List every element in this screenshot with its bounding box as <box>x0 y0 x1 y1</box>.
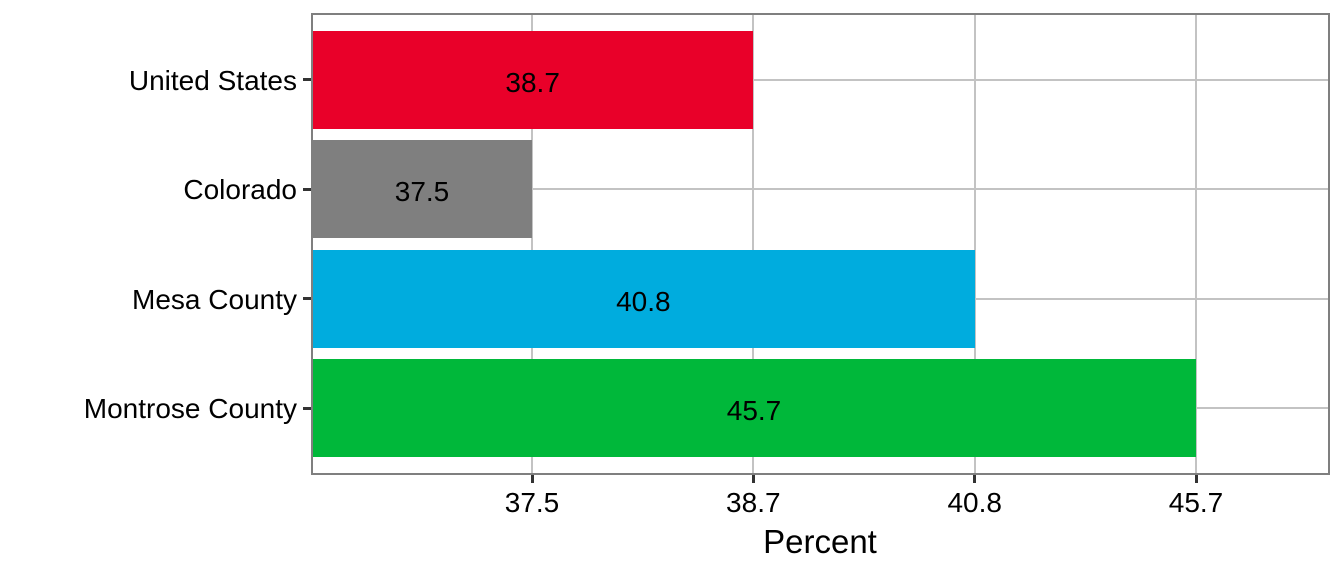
x-axis-tick-label: 38.7 <box>726 487 781 518</box>
bar-value-label: 38.7 <box>505 66 560 98</box>
vertical-gridline <box>973 14 976 474</box>
y-axis-label: Montrose County <box>83 393 297 425</box>
horizontal-gridline <box>312 78 1329 81</box>
y-axis-tick-mark <box>303 78 312 82</box>
y-axis-label: Colorado <box>183 174 297 206</box>
vertical-gridline <box>531 14 533 474</box>
x-axis-tick-label: 37.5 <box>504 487 560 518</box>
x-axis-tick-mark <box>530 475 534 483</box>
x-axis-title: Percent <box>763 523 877 560</box>
y-axis-tick-mark <box>303 187 312 191</box>
y-axis-label: United States <box>128 64 297 96</box>
bar-value-label: 45.7 <box>726 395 782 427</box>
vertical-gridline <box>752 14 755 474</box>
bar-mesa-county <box>312 249 975 348</box>
y-axis-label: Mesa County <box>132 283 297 315</box>
x-axis-tick-mark <box>751 475 755 483</box>
bar-montrose-county <box>312 359 1196 458</box>
x-axis-tick-mark <box>1194 475 1198 483</box>
bar-value-label: 37.5 <box>394 176 450 208</box>
y-axis-tick-mark <box>303 297 312 301</box>
x-axis-tick-label: 45.7 <box>1168 487 1224 518</box>
bar-value-label: 40.8 <box>616 285 671 317</box>
bar-colorado <box>312 140 532 239</box>
horizontal-gridline <box>312 188 1329 191</box>
bar-united-states <box>312 30 754 129</box>
x-axis-tick-mark <box>973 475 977 483</box>
x-axis-tick-label: 40.8 <box>947 487 1002 518</box>
vertical-gridline <box>1195 14 1197 474</box>
y-axis-tick-mark <box>303 406 312 410</box>
